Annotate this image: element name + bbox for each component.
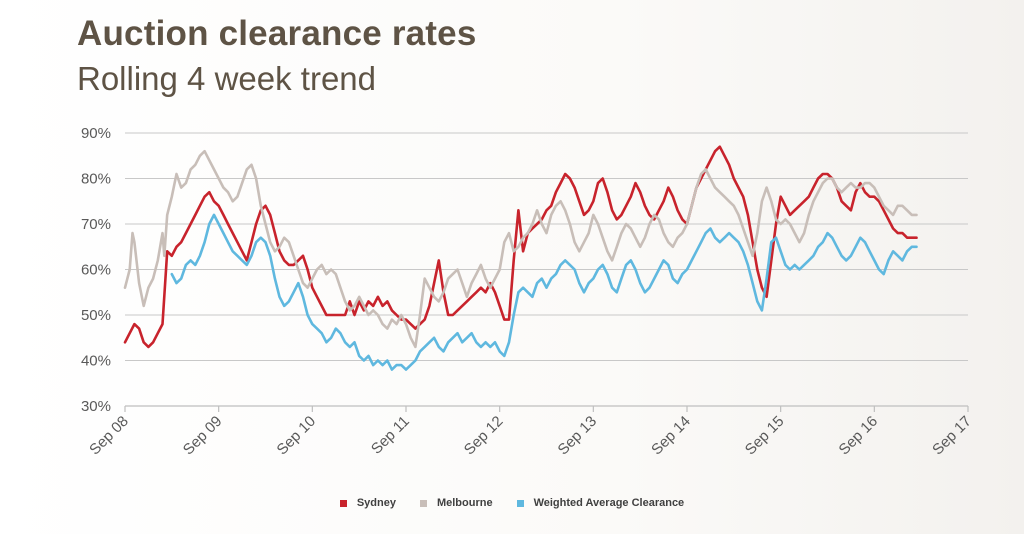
x-tick-label: Sep 16 [836,413,882,459]
y-tick-label: 90% [81,125,111,142]
x-tick-label: Sep 12 [461,413,507,459]
legend-item-melbourne: Melbourne [419,497,493,509]
y-tick-label: 50% [81,307,111,324]
series-line-sydney [123,145,918,349]
y-tick-label: 40% [81,353,111,370]
x-tick-label: Sep 09 [180,413,226,459]
x-tick-label: Sep 10 [274,413,320,459]
x-tick-label: Sep 13 [555,413,601,459]
series-lines [123,145,918,371]
y-tick-label: 30% [81,398,111,415]
legend-item-weighted-average-clearance: Weighted Average Clearance [516,497,685,509]
x-tick-label: Sep 14 [648,413,694,459]
series-line-weighted-average-clearance [170,213,918,371]
chart-legend: Sydney Melbourne Weighted Average Clearanc… [0,497,1024,509]
legend-swatch [516,499,524,507]
legend-item-sydney: Sydney [339,497,396,509]
legend-label: Weighted Average Clearance [533,497,685,509]
x-tick-label: Sep 11 [368,413,413,458]
y-tick-label: 60% [81,262,111,279]
legend-swatch [339,499,347,507]
legend-label: Sydney [356,497,396,509]
x-axis: Sep 08 Sep 09 Sep 10 Sep 11 Sep 12 Sep 13 Sep … [86,405,975,459]
x-tick-label: Sep 08 [86,413,132,459]
legend-label: Melbourne [436,497,493,509]
legend-swatch [419,499,427,507]
x-tick-label: Sep 17 [929,413,975,459]
y-tick-label: 70% [81,216,111,233]
x-tick-label: Sep 15 [742,413,788,459]
y-tick-label: 80% [81,171,111,188]
chart-title: Auction clearance rates [77,14,477,53]
y-axis-tick-labels: 90% 80% 70% 60% 50% 40% 30% [81,125,111,415]
chart-subtitle: Rolling 4 week trend [77,60,376,97]
series-line-melbourne [123,149,918,349]
